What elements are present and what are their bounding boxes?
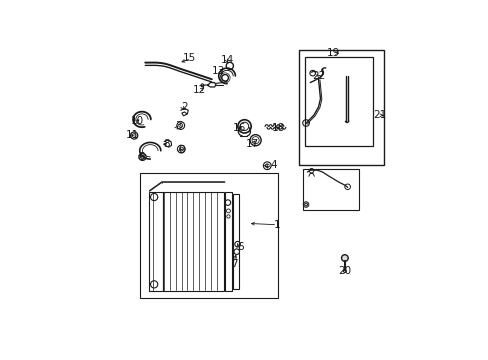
Text: 19: 19 xyxy=(326,48,340,58)
Bar xyxy=(304,57,372,146)
Text: 8: 8 xyxy=(163,139,169,149)
Text: 14: 14 xyxy=(220,55,233,65)
Bar xyxy=(224,192,231,291)
Text: 13: 13 xyxy=(212,66,225,76)
Bar xyxy=(232,194,238,288)
Text: 21: 21 xyxy=(372,110,386,120)
Text: 10: 10 xyxy=(130,116,143,126)
Bar xyxy=(303,169,358,210)
Text: 18: 18 xyxy=(271,123,285,133)
Bar xyxy=(149,192,163,291)
Text: 17: 17 xyxy=(245,139,258,149)
Text: 12: 12 xyxy=(192,85,205,95)
Bar xyxy=(140,174,278,298)
Circle shape xyxy=(201,84,203,87)
Text: 22: 22 xyxy=(311,72,325,81)
Text: 9: 9 xyxy=(178,145,184,155)
Text: 3: 3 xyxy=(175,121,182,131)
Text: 2: 2 xyxy=(181,102,187,112)
Text: 15: 15 xyxy=(183,53,196,63)
Text: 20: 20 xyxy=(338,266,351,275)
Circle shape xyxy=(341,255,347,261)
Text: 16: 16 xyxy=(232,123,245,133)
Text: 1: 1 xyxy=(273,220,280,230)
Text: 4: 4 xyxy=(270,160,277,170)
Bar xyxy=(299,50,383,165)
Text: 7: 7 xyxy=(230,258,237,269)
Text: 5: 5 xyxy=(138,152,144,162)
Bar xyxy=(163,192,224,291)
Text: 11: 11 xyxy=(125,130,138,140)
Text: 6: 6 xyxy=(237,242,244,252)
